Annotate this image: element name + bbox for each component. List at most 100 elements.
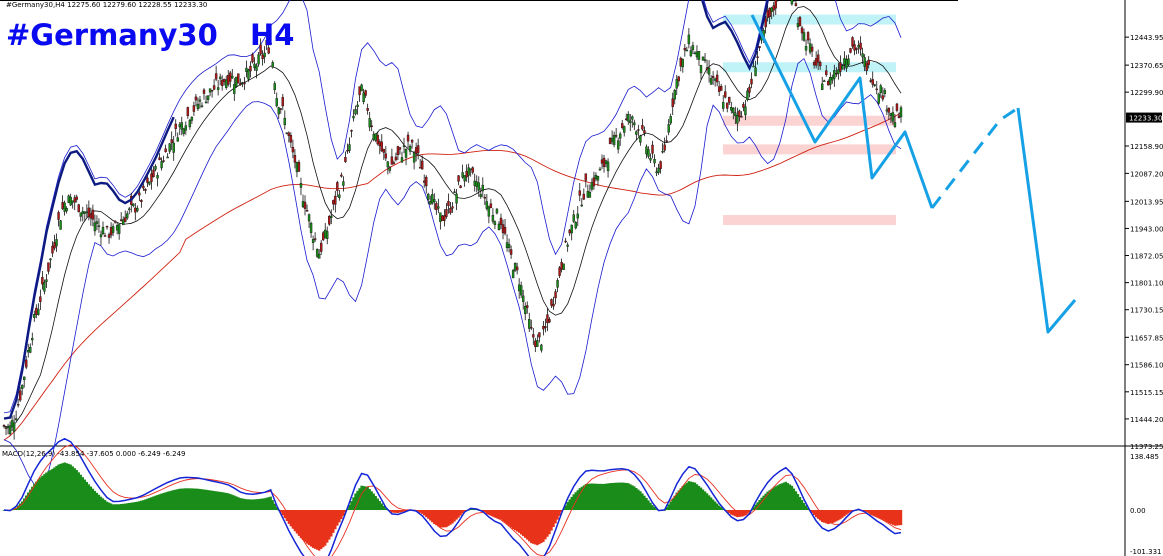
candle-body — [675, 79, 678, 89]
macd-bar — [895, 510, 899, 526]
macd-bar — [580, 486, 583, 511]
forecast-drop — [1016, 107, 1077, 334]
macd-bar — [390, 510, 394, 513]
macd-bar — [584, 484, 588, 511]
macd-bar — [616, 482, 620, 511]
candle-body — [806, 32, 810, 41]
macd-bar — [251, 499, 254, 511]
price-tick-label: 12087.20 — [1130, 170, 1163, 178]
timeframe-label: H4 — [250, 18, 295, 52]
macd-bar — [568, 499, 571, 511]
macd-bar — [671, 498, 674, 511]
candle-body — [802, 32, 806, 41]
macd-bar — [279, 510, 282, 513]
macd-bar — [649, 502, 652, 511]
candle-body — [893, 122, 897, 127]
candle-body — [227, 75, 230, 85]
macd-bar — [196, 488, 200, 511]
macd-bar — [445, 510, 448, 528]
macd-bar — [198, 488, 202, 511]
candle-body — [362, 92, 365, 103]
candle-body — [101, 226, 105, 234]
macd-bar — [85, 481, 89, 511]
macd-bar — [188, 488, 192, 511]
macd-bar — [736, 510, 739, 518]
macd-bar — [148, 497, 151, 511]
candle-body — [493, 221, 497, 225]
macd-bar — [867, 510, 870, 514]
macd-bar — [253, 499, 256, 511]
macd-bar — [227, 493, 230, 511]
candle-body — [584, 173, 588, 181]
candle-body — [317, 253, 321, 259]
macd-bar — [140, 500, 143, 511]
candle-body — [81, 211, 84, 214]
macd-bar — [845, 510, 848, 515]
candle-body — [83, 211, 87, 214]
candle-body — [31, 338, 34, 341]
candle-body — [279, 108, 282, 110]
trend-highlight-right — [700, 0, 769, 72]
macd-bar — [63, 462, 66, 511]
macd-bar — [768, 490, 771, 511]
candle-body — [592, 177, 596, 187]
macd-bar — [802, 502, 806, 511]
macd-tick-label: 0.00 — [1130, 507, 1146, 515]
macd-bar — [297, 510, 301, 536]
macd-bar — [774, 486, 777, 511]
candle-body — [263, 52, 266, 58]
macd-bar — [835, 510, 838, 522]
candle-body — [140, 199, 143, 203]
bollinger-upper — [3, 0, 902, 414]
candle-body — [152, 169, 155, 178]
candle-body — [701, 56, 705, 61]
macd-bar — [691, 482, 695, 511]
macd-bar — [218, 491, 222, 511]
macd-bar — [726, 510, 729, 512]
candle-body — [885, 109, 889, 112]
macd-bar — [121, 503, 125, 511]
macd-bar — [309, 510, 313, 547]
macd-bar — [554, 510, 557, 524]
forecast-dashed — [930, 106, 1019, 209]
macd-bar — [717, 505, 721, 511]
candle-body — [186, 107, 190, 117]
candle-body — [800, 27, 804, 34]
candle-body — [158, 157, 161, 161]
candle-body — [170, 139, 173, 143]
candle-body — [604, 160, 608, 164]
macd-bar — [340, 510, 343, 520]
macd-bar — [517, 510, 521, 533]
candle-body — [113, 220, 117, 223]
macd-bar — [97, 494, 101, 511]
macd-bar — [402, 510, 406, 512]
macd-bar — [281, 510, 284, 516]
candle-body — [839, 62, 842, 72]
macd-bar — [380, 503, 383, 511]
candle-body — [526, 305, 529, 308]
candle-body — [79, 212, 82, 217]
candle-body — [295, 162, 299, 173]
macd-bar — [754, 504, 757, 511]
macd-bar — [839, 510, 842, 520]
candle-body — [726, 102, 729, 109]
macd-bar — [354, 493, 357, 511]
candle-body — [889, 113, 893, 116]
candle-body — [247, 69, 250, 80]
macd-bar — [875, 510, 878, 518]
candle-body — [437, 206, 440, 209]
macd-bar — [285, 510, 289, 522]
macd-bar — [31, 486, 34, 511]
candle-body — [198, 99, 202, 102]
macd-bar — [41, 475, 44, 511]
macd-bar — [376, 498, 379, 511]
macd-bar — [162, 492, 165, 511]
candle-body — [612, 134, 616, 145]
candle-body — [744, 106, 747, 116]
macd-bar — [164, 492, 167, 511]
macd-bar — [291, 510, 295, 529]
candle-body — [841, 65, 844, 70]
macd-bar — [394, 510, 398, 513]
candle-body — [285, 132, 289, 135]
candle-body — [51, 245, 54, 254]
